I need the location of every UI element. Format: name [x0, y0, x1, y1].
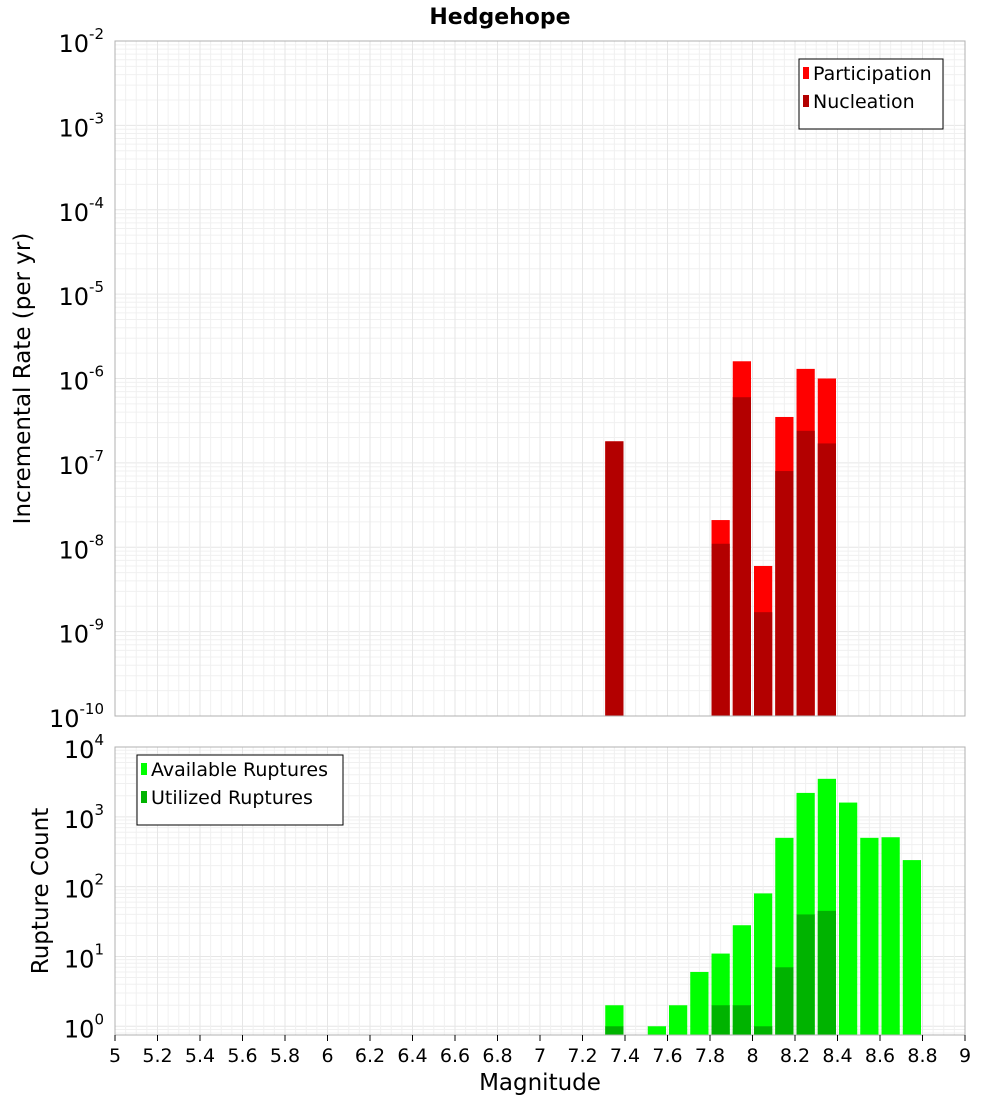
y-tick-label: 100 — [64, 1010, 104, 1043]
y-tick-label: 10-6 — [58, 363, 104, 396]
y-tick-label: 102 — [64, 871, 104, 904]
y-tick-label: 101 — [64, 940, 104, 973]
x-tick-label: 7 — [534, 1045, 546, 1067]
y-tick-label: 104 — [64, 731, 104, 764]
y-tick-label: 10-7 — [58, 447, 104, 480]
legend-label: Nucleation — [813, 91, 915, 113]
x-tick-label: 8.6 — [865, 1045, 895, 1067]
bar — [796, 914, 815, 1035]
x-tick-label: 7.2 — [567, 1045, 597, 1067]
series-nucleation — [605, 397, 836, 716]
bar — [817, 443, 836, 716]
bar — [796, 430, 815, 716]
x-axis-label: Magnitude — [479, 1070, 601, 1096]
x-tick-label: 5.2 — [142, 1045, 172, 1067]
y-tick-label: 10-9 — [58, 616, 104, 649]
bar — [711, 543, 730, 716]
x-tick-label: 5 — [109, 1045, 121, 1067]
y-axis-label: Rupture Count — [28, 808, 54, 974]
y-tick-label: 10-8 — [58, 531, 104, 564]
x-tick-label: 5.8 — [270, 1045, 300, 1067]
rate-panel: 10-10 10-9 10-8 10-7 10-6 10-5 10-4 10-3 10-2 Inc… — [10, 25, 966, 733]
legend-swatch — [803, 67, 809, 79]
bar — [902, 860, 921, 1035]
bar — [754, 612, 773, 716]
y-tick-label: 10-5 — [58, 278, 104, 311]
bar — [669, 1005, 688, 1035]
x-tick-label: 6.2 — [355, 1045, 385, 1067]
bar — [754, 1026, 773, 1035]
x-tick-label: 8.4 — [822, 1045, 852, 1067]
y-tick-label: 10-2 — [58, 25, 104, 58]
y-axis-label: Incremental Rate (per yr) — [10, 233, 36, 525]
x-tick-label: 6 — [321, 1045, 333, 1067]
x-tick-label: 7.8 — [695, 1045, 725, 1067]
grid — [114, 40, 966, 717]
legend-box — [798, 58, 944, 130]
legend-swatch — [141, 763, 147, 775]
y-tick-label: 10-10 — [49, 700, 104, 733]
x-axis: 5 5.2 5.4 5.6 5.8 6 6.2 6.4 6.6 6.8 7 7.2 7.4 7.6 7.8 8… — [109, 1035, 971, 1067]
x-tick-label: 6.4 — [397, 1045, 427, 1067]
bar — [881, 837, 900, 1035]
x-tick-label: 5.4 — [185, 1045, 215, 1067]
bar — [817, 910, 836, 1035]
legend: Available Ruptures Utilized Ruptures — [136, 754, 344, 826]
plot-frame — [114, 40, 966, 717]
legend-label: Utilized Ruptures — [151, 787, 313, 809]
count-panel: 100 101 102 103 104 Rupture Count Available Ru… — [28, 731, 966, 1043]
x-tick-label: 8 — [746, 1045, 758, 1067]
y-axis-ticks: 10-10 10-9 10-8 10-7 10-6 10-5 10-4 10-3 10-2 — [49, 25, 104, 733]
bar — [754, 893, 773, 1035]
legend: Participation Nucleation — [798, 58, 944, 130]
x-tick-label: 6.6 — [440, 1045, 470, 1067]
legend-label: Available Ruptures — [151, 759, 328, 781]
bar — [860, 837, 879, 1035]
bar — [732, 397, 751, 716]
y-axis-ticks: 100 101 102 103 104 — [64, 731, 104, 1043]
x-tick-label: 8.8 — [907, 1045, 937, 1067]
bar — [605, 1026, 624, 1035]
bar — [711, 1005, 730, 1035]
legend-swatch — [141, 791, 147, 803]
chart-title: Hedgehope — [429, 5, 570, 30]
bar — [647, 1026, 666, 1035]
bar — [732, 1005, 751, 1035]
y-tick-label: 10-3 — [58, 109, 104, 142]
legend-swatch — [803, 95, 809, 107]
y-tick-label: 10-4 — [58, 194, 104, 227]
bar — [690, 971, 709, 1035]
bar — [839, 802, 858, 1035]
x-tick-label: 7.6 — [652, 1045, 682, 1067]
x-tick-label: 6.8 — [482, 1045, 512, 1067]
x-tick-label: 7.4 — [610, 1045, 640, 1067]
x-tick-label: 5.6 — [227, 1045, 257, 1067]
x-tick-label: 9 — [959, 1045, 971, 1067]
series-utilized-ruptures — [605, 910, 836, 1035]
bar — [775, 967, 794, 1035]
x-tick-label: 8.2 — [780, 1045, 810, 1067]
legend-box — [136, 754, 344, 826]
bar — [605, 441, 624, 716]
legend-label: Participation — [813, 63, 932, 85]
bar — [775, 471, 794, 716]
y-tick-label: 103 — [64, 801, 104, 834]
